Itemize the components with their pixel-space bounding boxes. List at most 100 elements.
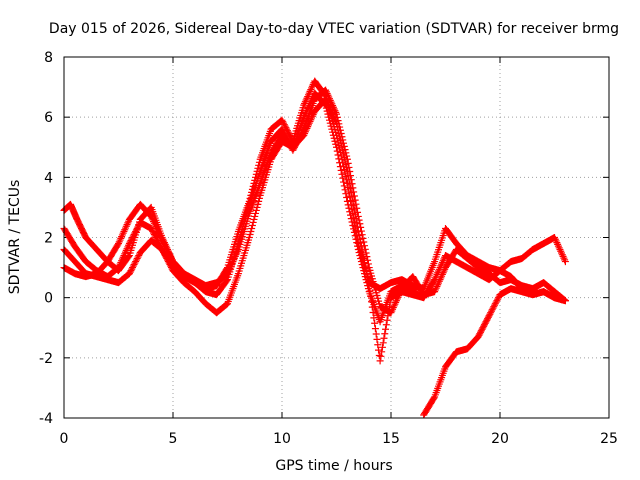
data-point [153,226,161,234]
data-point [278,125,286,133]
data-point [325,113,333,121]
data-point [322,95,330,103]
data-point [306,117,314,125]
data-point [338,143,346,151]
data-point [322,97,330,105]
data-point [330,134,338,142]
data-point [165,250,173,258]
data-point [554,242,562,250]
data-point [162,244,170,252]
data-point [386,298,394,306]
data-point [347,185,355,193]
data-point [129,262,137,270]
data-point [348,193,356,201]
data-point [368,298,376,306]
data-point [336,159,344,167]
data-point [167,255,175,263]
data-point [132,256,140,264]
y-tick-label: 2 [44,231,53,247]
data-point [164,247,172,255]
data-point [124,219,132,227]
data-point [302,126,310,134]
data-point [356,252,364,260]
data-point [487,307,495,315]
data-point [361,245,369,253]
data-point [224,268,232,276]
data-point [123,221,131,229]
data-point [332,117,340,125]
data-point [331,137,339,145]
data-point [552,237,560,245]
data-point [122,224,130,232]
data-point [431,286,439,294]
data-point [357,239,365,247]
data-point [149,216,157,224]
data-point [380,334,388,342]
data-point [354,227,362,235]
data-point [376,357,384,365]
data-point [279,118,287,126]
data-point [128,265,136,273]
data-point [148,214,156,222]
data-point [150,219,158,227]
data-point [349,197,357,205]
series-day-3 [60,89,569,326]
data-point [130,230,138,238]
data-point [439,257,447,265]
data-point [377,352,385,360]
data-point [307,98,315,106]
data-point [231,252,239,260]
data-point [340,178,348,186]
data-point [360,255,368,263]
data-point [337,140,345,148]
plot-frame [63,56,610,419]
series-day-2 [60,86,569,317]
data-point [249,218,257,226]
data-point [325,104,333,112]
data-point [329,131,337,139]
data-point [224,270,231,278]
y-axis-label: SDTVAR / TECUs [7,180,23,295]
data-point [556,246,564,254]
data-point [115,240,122,248]
data-point [347,189,355,197]
data-point [561,258,569,266]
data-point [352,215,360,223]
data-point [334,151,342,159]
data-point [383,316,391,324]
data-point [336,163,344,171]
data-point [490,303,498,311]
data-point [491,300,499,308]
data-point [127,237,135,245]
data-point [433,282,441,290]
data-point [358,231,366,239]
data-point [151,232,159,240]
data-point [340,154,348,162]
data-point [134,223,142,231]
data-point [349,221,357,229]
x-tick-label: 20 [491,431,509,447]
data-point [477,327,485,335]
data-point [121,250,129,258]
data-point [133,255,141,263]
data-point [350,206,358,214]
data-point [251,212,259,220]
data-point [375,346,383,354]
data-point [328,125,336,133]
data-point [227,263,235,271]
data-point [126,268,134,276]
data-point [333,123,341,131]
data-point [329,112,337,120]
data-point [248,224,256,232]
data-point [122,246,130,254]
data-point [129,232,137,240]
data-point [302,108,310,116]
data-point [486,310,494,318]
data-point [340,182,348,190]
data-point [147,212,155,220]
data-point [248,221,256,229]
data-point [150,229,158,237]
data-point [560,254,568,262]
data-point [127,267,135,275]
data-point [436,264,444,272]
